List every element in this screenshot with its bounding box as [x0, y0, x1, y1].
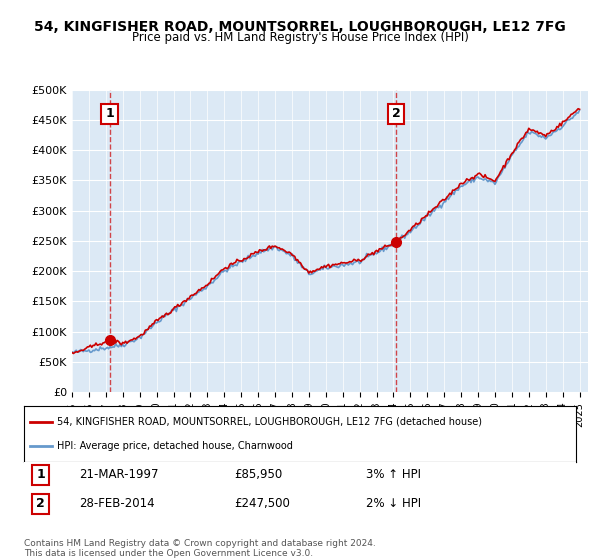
- Text: 2% ↓ HPI: 2% ↓ HPI: [366, 497, 421, 510]
- Text: 28-FEB-2014: 28-FEB-2014: [79, 497, 155, 510]
- Text: 3% ↑ HPI: 3% ↑ HPI: [366, 468, 421, 482]
- Text: HPI: Average price, detached house, Charnwood: HPI: Average price, detached house, Char…: [57, 441, 293, 451]
- Text: 21-MAR-1997: 21-MAR-1997: [79, 468, 158, 482]
- Text: 54, KINGFISHER ROAD, MOUNTSORREL, LOUGHBOROUGH, LE12 7FG (detached house): 54, KINGFISHER ROAD, MOUNTSORREL, LOUGHB…: [57, 417, 482, 427]
- Text: 1: 1: [105, 108, 114, 120]
- Text: £85,950: £85,950: [234, 468, 282, 482]
- Text: 54, KINGFISHER ROAD, MOUNTSORREL, LOUGHBOROUGH, LE12 7FG: 54, KINGFISHER ROAD, MOUNTSORREL, LOUGHB…: [34, 20, 566, 34]
- Text: Contains HM Land Registry data © Crown copyright and database right 2024.: Contains HM Land Registry data © Crown c…: [24, 539, 376, 548]
- Text: 2: 2: [392, 108, 400, 120]
- Text: 2: 2: [36, 497, 45, 510]
- Text: 1: 1: [36, 468, 45, 482]
- Text: Price paid vs. HM Land Registry's House Price Index (HPI): Price paid vs. HM Land Registry's House …: [131, 31, 469, 44]
- Text: £247,500: £247,500: [234, 497, 290, 510]
- Text: This data is licensed under the Open Government Licence v3.0.: This data is licensed under the Open Gov…: [24, 549, 313, 558]
